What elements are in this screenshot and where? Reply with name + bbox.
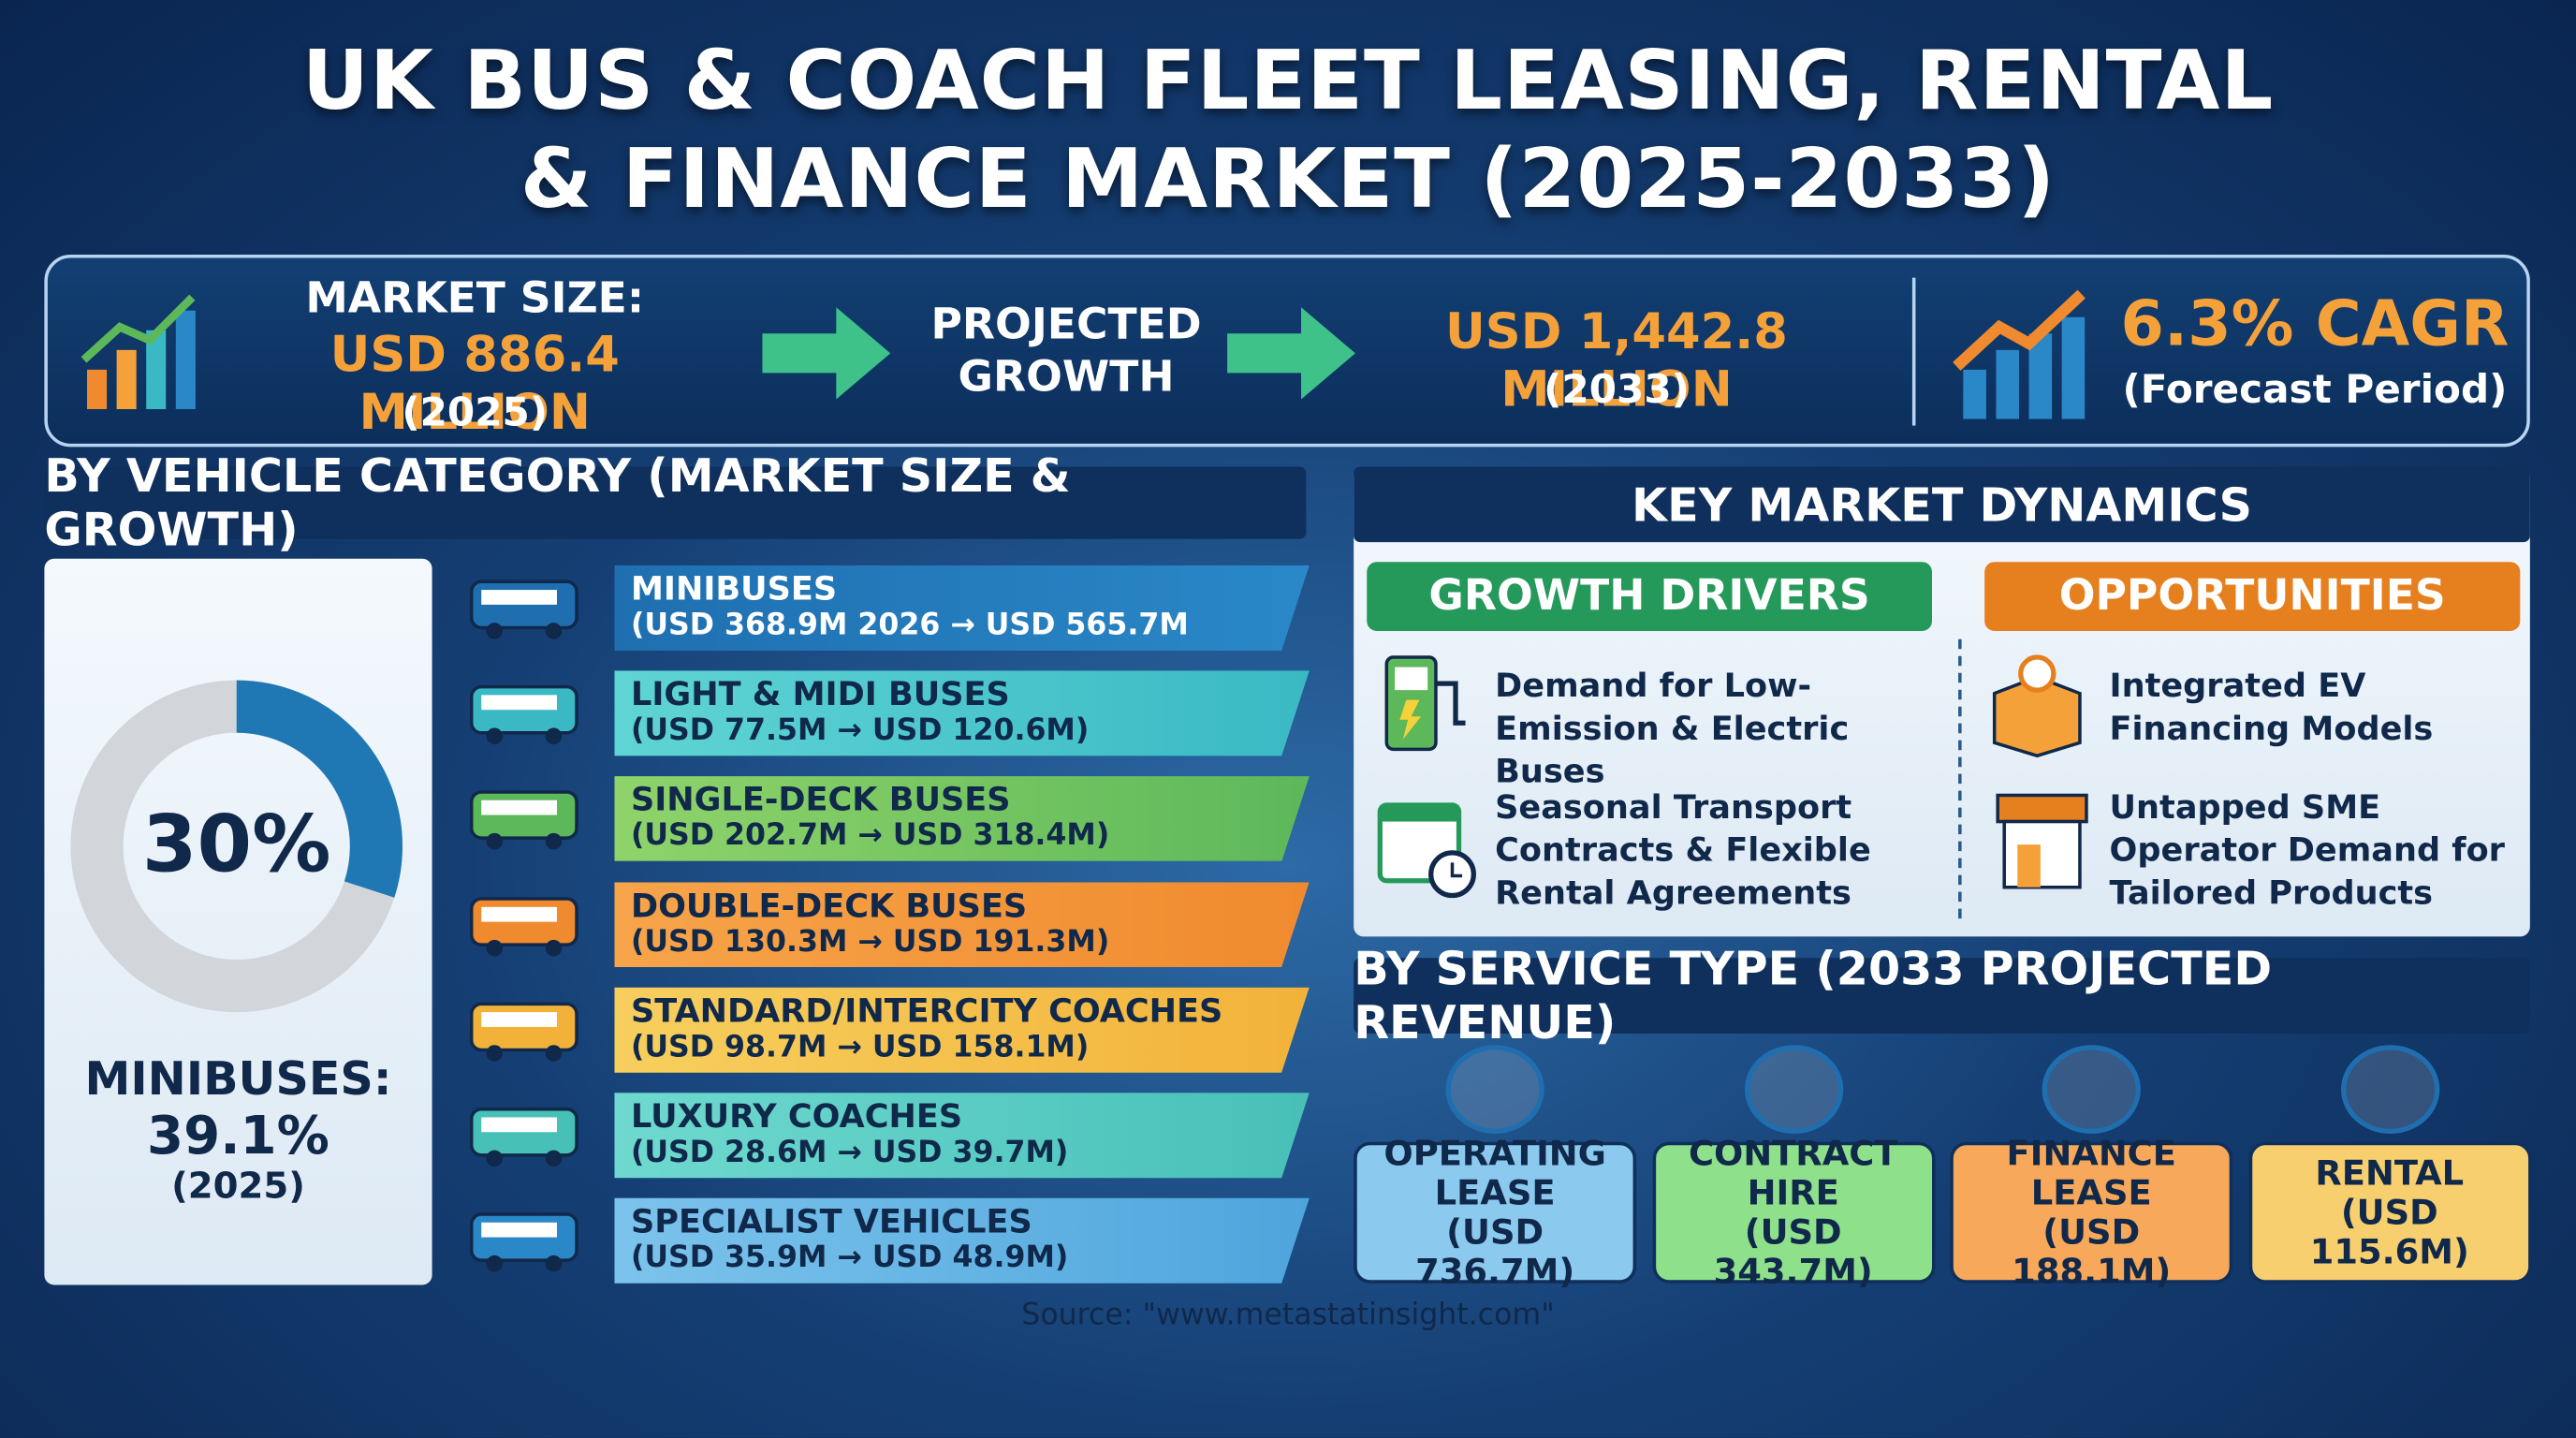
service-icon [2340, 1045, 2439, 1135]
category-band: MINIBUSES (USD 368.9M 2026 → USD 565.7M 2… [614, 565, 1310, 652]
category-band: SINGLE-DECK BUSES (USD 202.7M → USD 318.4… [614, 776, 1310, 862]
future-year: (2033) [1544, 366, 1690, 413]
arrow [762, 307, 891, 400]
section-header: BY VEHICLE CATEGORY (MARKET SIZE & GROWT… [44, 448, 1307, 557]
title-line: & FINANCE MARKET (2025-2033) [520, 131, 2056, 227]
category-band: LUXURY COACHES (USD 28.6M → USD 39.7M) [614, 1093, 1310, 1179]
summary-bar: MARKET SIZE: USD 886.4 MILLION (2025) PR… [44, 255, 2530, 448]
divider [1911, 277, 1916, 426]
service-card: RENTAL (USD 115.6M) [2247, 1141, 2531, 1284]
service-value: (USD 115.6M) [2309, 1193, 2469, 1272]
dynamics-panel: KEY MARKET DYNAMICS GROWTH DRIVERS OPPOR… [1354, 466, 2530, 937]
summary-label: MARKET SIZE: [305, 274, 645, 324]
source: Source: "www.metastatinsight.com" [1021, 1298, 1555, 1333]
service-icon [1445, 1045, 1544, 1135]
service-name: FINANCE LEASE [2006, 1134, 2176, 1213]
vehicle-icon [469, 685, 578, 745]
charger-icon [1384, 655, 1466, 752]
store-icon [1996, 793, 2088, 889]
category-name: SPECIALIST VEHICLES [630, 1201, 1032, 1241]
calendar-icon [1377, 802, 1476, 899]
category-band: LIGHT & MIDI BUSES (USD 77.5M → USD 120.6… [614, 670, 1310, 756]
service-name: CONTRACT HIRE [1688, 1134, 1898, 1213]
category-detail: (USD 77.5M → USD 120.6M) [630, 713, 1090, 748]
service-card: FINANCE LEASE (USD 188.1M) [1950, 1134, 2233, 1292]
section-header: KEY MARKET DYNAMICS [1354, 466, 2530, 543]
growth-icon [1953, 289, 2086, 419]
projected-label: GROWTH [958, 353, 1175, 403]
opportunity-item: Integrated EV Financing Models [2109, 665, 2434, 748]
opportunities-header: OPPORTUNITIES [1984, 562, 2521, 631]
service-name: OPERATING LEASE [1383, 1134, 1606, 1213]
donut-panel: 30% MINIBUSES: 39.1% (2025) [44, 558, 432, 1285]
cagr: 6.3% CAGR [2101, 287, 2528, 360]
service-icon [2042, 1045, 2141, 1135]
vehicle-icon [469, 1212, 578, 1272]
share-year: (2025) [171, 1167, 305, 1208]
category-name: SINGLE-DECK BUSES [630, 779, 1011, 819]
category-band: DOUBLE-DECK BUSES (USD 130.3M → USD 191.3… [614, 881, 1310, 968]
cagr-period: (Forecast Period) [2122, 366, 2508, 413]
vehicle-icon [469, 1107, 578, 1167]
category-detail: (USD 28.6M → USD 39.7M) [630, 1135, 1069, 1170]
service-card: CONTRACT HIRE (USD 343.7M) [1651, 1134, 1935, 1292]
category-band: STANDARD/INTERCITY COACHES (USD 98.7M → U… [614, 987, 1310, 1073]
category-detail: (USD 202.7M → USD 318.4M) [630, 818, 1110, 854]
share-label: MINIBUSES: [84, 1051, 392, 1107]
vehicle-icon [469, 580, 578, 639]
category-detail: (USD 130.3M → USD 191.3M) [630, 924, 1110, 960]
future-value: USD 1,442.8 MILLION [1445, 303, 1788, 419]
summary-year: (2025) [402, 389, 549, 436]
title-line: UK BUS & COACH FLEET LEASING, RENTAL [301, 33, 2275, 128]
driver-item: Seasonal Transport Contracts & Flexible … [1495, 786, 1871, 913]
box-icon [1992, 654, 2082, 758]
category-detail: (USD 98.7M → USD 158.1M) [630, 1030, 1090, 1064]
divider [1958, 638, 1962, 919]
category-name: LIGHT & MIDI BUSES [630, 673, 1010, 714]
donut-label: 30% [142, 798, 331, 889]
category-band: SPECIALIST VEHICLES (USD 35.9M → USD 48.9… [614, 1197, 1310, 1284]
vehicle-icon [469, 790, 578, 851]
projected-label: PROJECTED [930, 301, 1202, 350]
arrow [1227, 307, 1355, 400]
category-name: STANDARD/INTERCITY COACHES [630, 990, 1223, 1031]
service-value: (USD 343.7M) [1713, 1212, 1873, 1292]
summary-value: USD 886.4 MILLION [329, 327, 620, 443]
vehicle-icon [469, 896, 578, 956]
share-value: 39.1% [147, 1104, 329, 1167]
service-icon [1744, 1045, 1843, 1135]
service-value: (USD 188.1M) [2012, 1212, 2172, 1292]
service-name: RENTAL [2315, 1153, 2465, 1194]
donut: 30% [70, 680, 402, 1013]
category-name: LUXURY COACHES [630, 1095, 963, 1136]
service-card: OPERATING LEASE (USD 736.7M) [1354, 1134, 1637, 1292]
cagr-value: 6.3% CAGR [2120, 287, 2510, 360]
opportunity-item: Untapped SME Operator Demand for Tailore… [2109, 786, 2506, 913]
category-detail: (USD 35.9M → USD 48.9M) [630, 1240, 1069, 1276]
drivers-header: GROWTH DRIVERS [1367, 562, 1932, 631]
donut-arc [70, 680, 402, 1013]
bar-icon [80, 294, 196, 410]
section-header: BY SERVICE TYPE (2033 PROJECTED REVENUE) [1354, 942, 2530, 1050]
driver-item: Demand for Low-Emission & Electric Buses [1495, 665, 1850, 791]
vehicle-icon [469, 1002, 578, 1062]
category-name: DOUBLE-DECK BUSES [630, 885, 1028, 925]
service-value: (USD 736.7M) [1415, 1212, 1575, 1292]
category-name: MINIBUSES [630, 568, 838, 609]
category-detail: (USD 368.9M 2026 → USD 565.7M 2033) [630, 608, 1189, 682]
